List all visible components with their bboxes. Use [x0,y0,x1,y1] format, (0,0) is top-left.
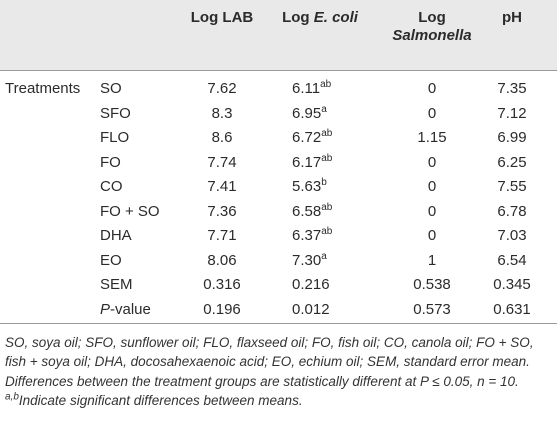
cell: 0.012 [292,300,330,318]
cell: 0.316 [203,276,241,293]
row-label: FLO [100,129,130,146]
cell-superscript: ab [321,152,333,164]
cell-superscript: ab [321,226,333,237]
cell: 6.78 [497,202,527,220]
cell-value: 6.72 [292,129,322,146]
cell: 0 [427,202,437,220]
row-label-italic: P [100,300,111,318]
cell-superscript: a [321,250,327,262]
cell: 6.54 [497,251,527,269]
group-label: Treatments [5,80,81,97]
cell-superscript: ab [320,79,332,90]
row-label: EO [100,251,122,269]
header-italic: Salmonella [392,27,472,44]
footnote-superscript: a,b [5,391,19,403]
cell-superscript: b [321,177,327,188]
cell: 0.631 [493,300,531,318]
cell: 0.538 [413,276,451,293]
cell: 0 [427,227,437,244]
cell: 7.03 [497,227,527,244]
cell-value: 5.63 [292,178,322,195]
cell: 5.63b [292,178,327,196]
column-header: pH [502,9,522,27]
header-italic: E. coli [313,9,358,26]
cell: 7.12 [497,104,527,122]
cell-superscript: ab [321,128,333,139]
footnote-line: a,bIndicate significant differences betw… [5,392,303,410]
cell: 1.15 [417,129,447,146]
cell: 6.99 [497,129,527,146]
cell-superscript: ab [321,201,333,213]
column-header: Log E. coli [282,9,358,27]
row-label: SEM [100,276,133,293]
cell: 6.72ab [292,129,332,147]
cell: 7.30a [292,250,327,270]
cell: 0 [427,178,437,195]
footnote-text: Indicate significant differences between… [18,392,303,408]
cell: 7.71 [207,227,237,244]
cell: 7.36 [207,202,237,220]
column-header: Log LAB [191,9,253,27]
row-label: FO [100,153,121,171]
cell: 6.11ab [292,80,331,98]
cell: 7.62 [207,80,237,97]
cell: 0.216 [292,276,330,293]
header-text: Log [282,9,310,26]
cell-value: 6.58 [292,202,322,220]
cell-value: 6.95 [292,104,322,122]
row-label: P-value [100,301,151,319]
cell: 0 [427,80,437,97]
header-text: Log [418,9,446,26]
header-background [0,0,557,70]
cell: 6.17ab [292,152,333,172]
header-text: Log LAB [190,9,254,26]
cell: 8.3 [211,104,233,122]
footnote-line: Differences between the treatment groups… [5,373,519,389]
cell: 6.58ab [292,201,333,221]
cell: 6.25 [497,153,527,171]
cell-value: 7.30 [292,251,322,269]
cell-value: 6.11 [292,80,321,97]
cell: 0.196 [203,300,241,318]
footnote-line: fish + soya oil; DHA, docosahexaenoic ac… [5,354,530,370]
cell: 7.74 [207,153,237,171]
cell: 6.95a [292,103,327,123]
cell-superscript: a [321,103,327,115]
bottom-rule [0,323,557,324]
cell: 0 [427,104,437,122]
row-label: SFO [100,104,131,122]
header-text: pH [502,9,522,26]
cell: 7.35 [497,80,527,97]
row-label: SO [100,80,122,97]
cell-value: 6.37 [292,227,322,244]
header-rule [0,70,557,71]
cell: 8.06 [207,251,237,269]
cell: 0.345 [493,276,531,293]
row-label: CO [100,178,123,195]
column-header: Log Salmonella [392,9,471,45]
cell-value: 6.17 [292,153,322,171]
cell: 6.37ab [292,227,332,245]
footnote-line: SO, soya oil; SFO, sunflower oil; FLO, f… [5,335,534,350]
cell: 0 [427,153,437,171]
cell: 1 [427,251,437,269]
cell: 8.6 [211,129,233,146]
row-label: DHA [100,227,132,244]
cell: 0.573 [413,300,451,318]
cell: 7.41 [207,178,237,195]
cell: 7.55 [497,178,527,195]
row-label: FO + SO [100,202,160,220]
row-label-text: -value [110,300,151,318]
